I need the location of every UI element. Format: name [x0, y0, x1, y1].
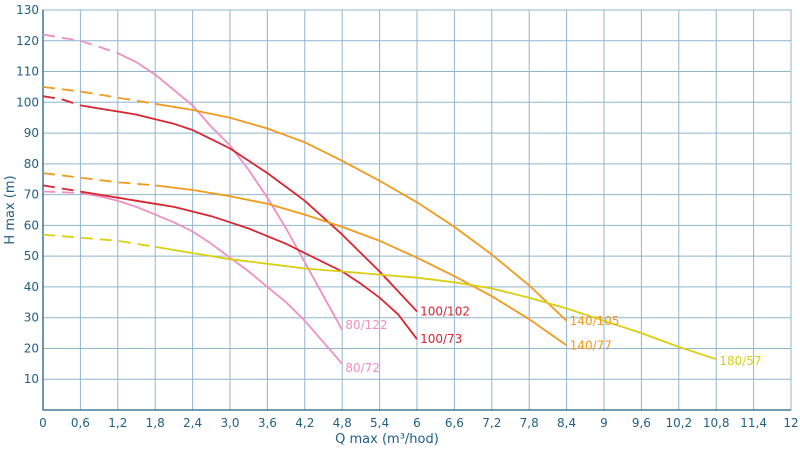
x-tick-label: 11,4 [740, 416, 767, 430]
series-line-80-72 [80, 192, 343, 365]
series-line-100-73 [80, 190, 418, 340]
x-tick-label: 3,0 [220, 416, 239, 430]
series-label-100-102: 100/102 [420, 305, 470, 319]
series-dashed-100-102 [42, 95, 81, 107]
x-tick-label: 0,6 [71, 416, 90, 430]
series-label-140-105: 140/105 [570, 314, 620, 328]
series-line-100-102 [80, 104, 418, 313]
series-line-180-57 [155, 246, 717, 361]
series-label-140-77: 140/77 [570, 338, 612, 352]
y-tick-label: 10 [24, 372, 39, 386]
series-lines [42, 33, 717, 365]
series-dashed-80-122 [42, 33, 119, 54]
series-label-80-122: 80/122 [345, 318, 387, 332]
series-line-80-122 [117, 52, 343, 331]
x-tick-label: 4,2 [295, 416, 314, 430]
x-tick-label: 10,8 [703, 416, 730, 430]
x-tick-label: 8,4 [557, 416, 576, 430]
x-tick-label: 9 [600, 416, 608, 430]
x-tick-label: 4,8 [333, 416, 352, 430]
x-tick-label: 1,2 [108, 416, 127, 430]
y-tick-label: 120 [16, 34, 39, 48]
x-tick-label: 6 [413, 416, 421, 430]
series-line-140-77 [155, 184, 568, 347]
x-tick-label: 3,6 [258, 416, 277, 430]
x-tick-label: 7,2 [482, 416, 501, 430]
series-line-140-105 [155, 102, 568, 322]
x-axis-title: Q max (m³/hod) [335, 432, 439, 447]
x-tick-label: 7,8 [520, 416, 539, 430]
y-tick-label: 80 [24, 157, 39, 171]
y-tick-label: 60 [24, 218, 39, 232]
grid [42, 9, 792, 411]
series-dashed-100-73 [42, 184, 81, 193]
series-label-100-73: 100/73 [420, 332, 462, 346]
y-tick-label: 70 [24, 188, 39, 202]
x-tick-label: 9,6 [632, 416, 651, 430]
x-tick-label: 12 [783, 416, 798, 430]
x-tick-label: 2,4 [183, 416, 202, 430]
y-tick-label: 50 [24, 249, 39, 263]
y-tick-label: 90 [24, 126, 39, 140]
y-axis-title: H max (m) [3, 175, 18, 244]
y-tick-label: 100 [16, 95, 39, 109]
x-tick-label: 0 [39, 416, 47, 430]
series-labels: 80/122 80/72 100/102 100/73 140/105 140/77 180… [345, 305, 761, 375]
series-label-180-57: 180/57 [719, 354, 761, 368]
axes: 0 0,6 1,2 1,8 2,4 3,0 3,6 4,2 4,8 5,4 6 6,6 7,2 7,8 8,… [16, 3, 799, 430]
y-tick-label: 20 [24, 341, 39, 355]
x-tick-label: 10,2 [665, 416, 692, 430]
series-label-80-72: 80/72 [345, 361, 380, 375]
y-tick-label: 110 [16, 65, 39, 79]
y-tick-label: 130 [16, 3, 39, 17]
x-tick-label: 6,6 [445, 416, 464, 430]
x-tick-label: 5,4 [370, 416, 389, 430]
series-dashed-80-72 [42, 190, 81, 194]
y-tick-label: 40 [24, 280, 39, 294]
y-tick-label: 30 [24, 311, 39, 325]
x-tick-label: 1,8 [146, 416, 165, 430]
